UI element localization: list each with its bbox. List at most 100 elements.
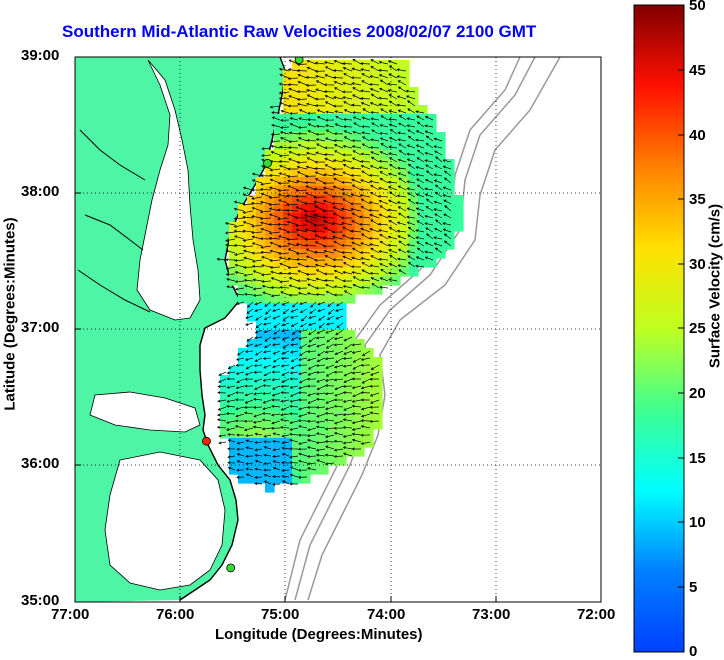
velocity-vector [443, 177, 452, 184]
velocity-vector [255, 315, 263, 321]
velocity-vector [406, 158, 416, 163]
velocity-vector [388, 145, 398, 149]
velocity-vector [415, 229, 425, 233]
velocity-vector [370, 364, 380, 370]
velocity-vector [297, 433, 308, 437]
velocity-vector [296, 102, 308, 107]
velocity-cell [337, 78, 347, 88]
velocity-vector [260, 264, 272, 268]
velocity-cell [337, 366, 347, 376]
velocity-cell [220, 402, 230, 412]
velocity-cell [292, 366, 302, 376]
velocity-cell [310, 330, 320, 340]
velocity-cell [274, 447, 284, 457]
velocity-vector [369, 405, 380, 409]
velocity-cell [301, 258, 311, 268]
velocity-cell [346, 429, 356, 439]
velocity-vector [254, 329, 263, 334]
velocity-vector [308, 322, 317, 326]
velocity-cell [337, 456, 347, 466]
velocity-vector [360, 179, 371, 184]
velocity-vector [406, 144, 416, 149]
velocity-vector [388, 123, 398, 128]
velocity-vector [352, 111, 362, 115]
velocity-vector [289, 404, 299, 408]
velocity-vector [379, 124, 389, 128]
velocity-cell [310, 393, 320, 403]
velocity-vector [316, 109, 326, 114]
velocity-vector [271, 392, 281, 397]
velocity-cell [283, 258, 293, 268]
velocity-cell [355, 213, 365, 223]
velocity-vector [360, 62, 371, 66]
velocity-vector [314, 250, 326, 254]
velocity-cell [256, 429, 266, 439]
velocity-cell [409, 249, 419, 259]
velocity-cell [409, 240, 419, 250]
velocity-vector [340, 216, 353, 220]
velocity-vector [325, 322, 335, 326]
velocity-cell [328, 393, 338, 403]
velocity-vector [379, 177, 389, 184]
velocity-vector [286, 203, 299, 207]
velocity-cell [355, 60, 365, 70]
velocity-vector [245, 473, 254, 478]
velocity-cell [265, 294, 275, 304]
velocity-vector [322, 244, 335, 248]
velocity-vector [245, 322, 254, 326]
velocity-vector [332, 172, 344, 177]
velocity-vector [315, 124, 326, 128]
velocity-vector [378, 103, 389, 107]
velocity-cell [346, 186, 356, 196]
velocity-vector [444, 205, 452, 212]
velocity-vector [442, 159, 452, 163]
velocity-vector [343, 262, 353, 268]
velocity-cell [328, 168, 338, 178]
velocity-vector [426, 233, 434, 240]
velocity-vector [433, 208, 443, 212]
velocity-vector [278, 227, 290, 233]
velocity-cell [409, 267, 419, 277]
velocity-vector [307, 364, 317, 370]
velocity-vector [309, 308, 317, 314]
velocity-vectors [216, 59, 452, 486]
velocity-cell [328, 159, 338, 169]
velocity-cell [328, 132, 338, 142]
velocity-vector [379, 285, 389, 289]
velocity-cell [247, 258, 257, 268]
velocity-vector [407, 129, 416, 135]
velocity-vector [434, 191, 443, 198]
velocity-vector [227, 432, 236, 436]
velocity-cell [436, 141, 446, 151]
velocity-vector [360, 363, 371, 367]
velocity-cell [229, 429, 239, 439]
velocity-vector [333, 378, 344, 382]
velocity-vector [396, 103, 407, 107]
velocity-cell [247, 267, 257, 277]
velocity-cell [265, 258, 275, 268]
velocity-vector [442, 222, 452, 226]
velocity-cell [364, 348, 374, 358]
velocity-vector [324, 137, 335, 142]
velocity-cell [256, 267, 266, 277]
velocity-vector [261, 411, 272, 415]
velocity-vector [388, 65, 398, 72]
velocity-vector [315, 406, 326, 409]
velocity-vector [379, 87, 389, 93]
velocity-cell [256, 411, 266, 421]
velocity-vector [433, 145, 443, 149]
velocity-vector [251, 264, 263, 268]
velocity-vector [368, 236, 380, 240]
velocity-vector [333, 269, 344, 275]
velocity-vector [343, 406, 353, 411]
velocity-cell [265, 285, 275, 295]
velocity-vector [387, 60, 398, 65]
velocity-vector [351, 447, 362, 451]
velocity-cell [238, 438, 248, 448]
velocity-cell [382, 168, 392, 178]
velocity-vector [245, 462, 254, 466]
velocity-vector [351, 220, 362, 226]
velocity-vector [298, 406, 308, 411]
velocity-vector [387, 180, 398, 184]
velocity-vector [251, 179, 263, 184]
